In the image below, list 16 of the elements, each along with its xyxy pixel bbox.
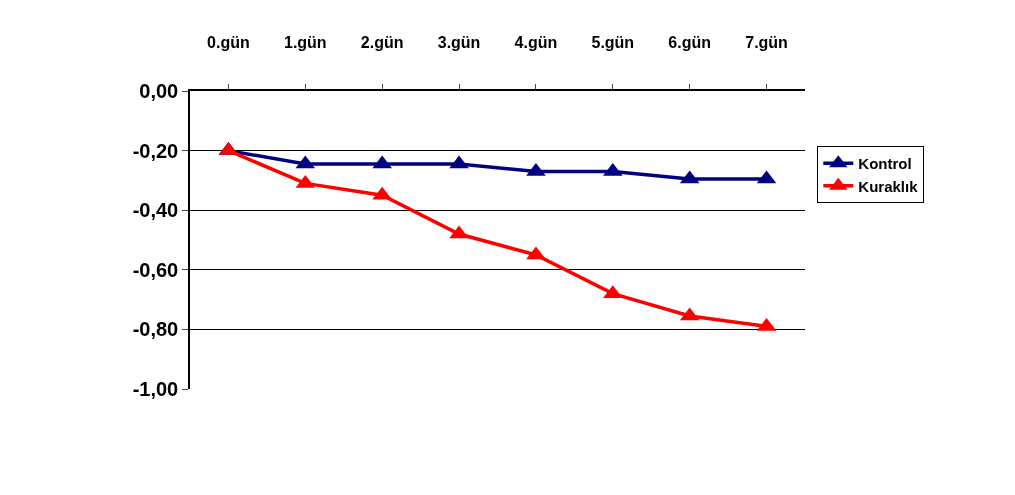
x-tick-label: 1.gün (283, 33, 327, 51)
x-tick-label: 6.gün (668, 33, 712, 51)
x-tick-label: 2.gün (360, 33, 404, 51)
legend-label: Kontrol (858, 155, 912, 173)
legend-label: Kuraklık (858, 177, 919, 195)
x-tick-label: 5.gün (591, 33, 635, 51)
y-tick-label: -1,00 (132, 378, 179, 400)
y-tick-label: 0,00 (139, 80, 179, 102)
y-tick-label: -0,80 (132, 318, 179, 341)
x-tick-label: 7.gün (745, 33, 788, 51)
x-tick-label: 4.gün (514, 33, 558, 51)
x-tick-label: 0.gün (207, 33, 250, 51)
y-tick-label: -0,20 (132, 139, 179, 162)
x-tick-label: 3.gün (437, 33, 481, 51)
y-tick-label: -0,60 (132, 258, 179, 281)
y-tick-label: -0,40 (132, 199, 179, 222)
